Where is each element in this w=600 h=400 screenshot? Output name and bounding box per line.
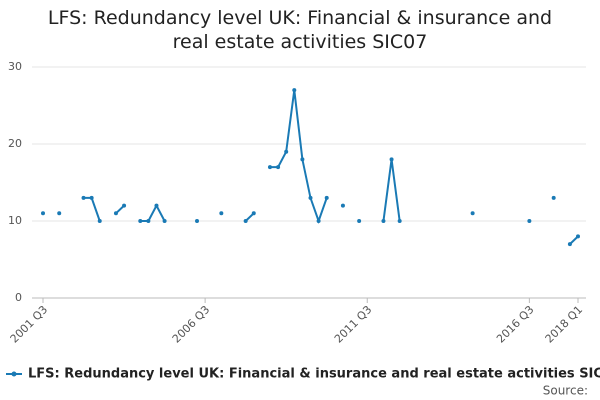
data-point (292, 88, 297, 93)
data-point (41, 211, 45, 216)
data-point (316, 219, 321, 223)
data-point (300, 157, 305, 162)
data-point (267, 165, 272, 170)
y-tick-label: 10 (8, 214, 22, 227)
series-line (382, 159, 401, 222)
data-point (308, 195, 313, 200)
data-point (576, 234, 580, 239)
data-point (284, 149, 289, 154)
source: Source: (543, 384, 588, 398)
x-tick-label: 2011 Q3 (332, 303, 375, 346)
y-tick-label: 0 (15, 291, 22, 304)
data-point (162, 219, 167, 223)
data-point (251, 211, 256, 216)
data-point (195, 219, 200, 223)
data-point (470, 211, 475, 216)
x-tick-label: 2016 Q3 (494, 303, 537, 346)
series-line (269, 89, 328, 225)
chart-title: LFS: Redundancy level UK: Financial & in… (47, 7, 553, 53)
x-tick-label: 2006 Q3 (170, 303, 213, 346)
data-point (381, 219, 386, 223)
data-point (397, 219, 402, 223)
legend-label: LFS: Redundancy level UK: Financial & in… (28, 367, 600, 382)
x-tick-label: 2001 Q3 (8, 303, 51, 346)
data-point (146, 219, 151, 223)
data-point (97, 219, 102, 223)
legend-marker (11, 371, 17, 377)
series-line (83, 196, 101, 222)
data-point (567, 242, 572, 247)
data-point (551, 195, 556, 200)
data-point (243, 219, 248, 223)
data-point (527, 219, 532, 223)
data-point (81, 195, 86, 200)
data-point (219, 211, 224, 216)
y-tick-label: 30 (8, 60, 22, 73)
data-point (357, 219, 362, 223)
data-point (340, 203, 345, 208)
data-point (138, 219, 143, 223)
data-point (57, 211, 62, 216)
data-point (154, 203, 159, 208)
data-point (89, 195, 94, 200)
data-point (113, 211, 118, 216)
data-point (122, 203, 127, 208)
series-line (140, 203, 166, 222)
data-point (389, 157, 394, 162)
data-point (276, 165, 281, 170)
x-tick-label: 2018 Q1 (543, 303, 586, 346)
data-point (324, 195, 329, 200)
y-tick-label: 20 (8, 137, 22, 150)
